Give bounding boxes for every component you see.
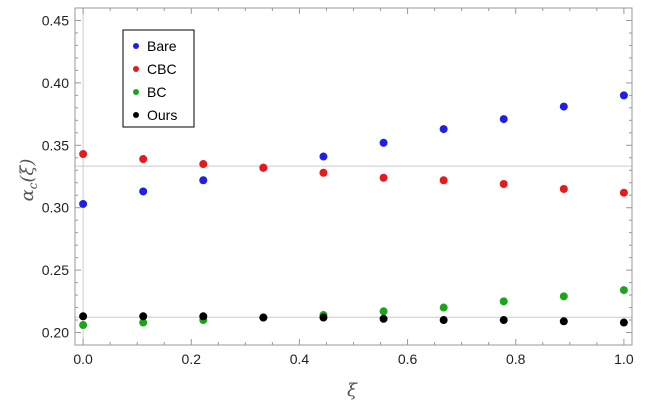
- y-axis-label-subscript: c: [26, 182, 40, 189]
- x-tick-label: 0.0: [73, 351, 93, 367]
- data-point-ours: [619, 318, 628, 327]
- data-point-bare: [319, 152, 328, 161]
- y-tick-label: 0.30: [42, 200, 69, 216]
- data-point-cbc: [559, 184, 568, 193]
- data-point-cbc: [319, 168, 328, 177]
- data-point-ours: [319, 313, 328, 322]
- legend: Bare CBC BC Ours: [122, 29, 195, 128]
- y-tick-label: 0.45: [42, 12, 69, 28]
- legend-marker-bc: [133, 89, 139, 95]
- data-point-bc: [439, 303, 448, 312]
- data-point-ours: [439, 316, 448, 325]
- data-point-bare: [199, 176, 208, 185]
- x-tick-label: 1.0: [614, 351, 634, 367]
- x-tick-label: 0.8: [506, 351, 526, 367]
- data-point-bc: [139, 318, 148, 327]
- y-axis-label-tail: (ξ): [17, 159, 38, 183]
- data-point-cbc: [439, 176, 448, 185]
- data-point-cbc: [259, 163, 268, 172]
- legend-label-ours: Ours: [147, 107, 177, 123]
- data-point-ours: [259, 313, 268, 322]
- data-point-cbc: [499, 179, 508, 188]
- legend-marker-cbc: [133, 66, 139, 72]
- y-axis-label-main: α: [17, 189, 38, 201]
- reference-lines: [75, 8, 632, 345]
- data-point-bare: [139, 187, 148, 196]
- series-bare: [79, 91, 628, 208]
- y-tick-label: 0.25: [42, 262, 69, 278]
- data-point-ours: [499, 316, 508, 325]
- data-point-bare: [379, 138, 388, 147]
- x-axis-label: ξ: [347, 380, 358, 401]
- data-point-bc: [379, 307, 388, 316]
- y-tick-label: 0.20: [42, 325, 69, 341]
- data-point-ours: [199, 312, 208, 321]
- legend-label-cbc: CBC: [147, 61, 177, 77]
- legend-marker-ours: [133, 112, 139, 118]
- y-axis-label: αc(ξ): [17, 159, 40, 202]
- y-tick-label: 0.35: [42, 137, 69, 153]
- series-ours: [79, 312, 628, 327]
- x-tick-label: 0.2: [182, 351, 202, 367]
- data-point-cbc: [619, 188, 628, 197]
- x-tick-label: 0.6: [398, 351, 418, 367]
- data-point-ours: [139, 312, 148, 321]
- data-point-bare: [79, 199, 88, 208]
- data-points: [79, 91, 628, 330]
- data-point-ours: [559, 317, 568, 326]
- data-point-cbc: [139, 155, 148, 164]
- data-point-bare: [439, 125, 448, 134]
- data-point-cbc: [199, 160, 208, 169]
- axis-ticks: 0.0 0.2 0.4 0.6 0.8 1.0 0.20 0.25 0.30 0.35 0.40 0.…: [42, 7, 634, 367]
- data-point-bc: [619, 286, 628, 295]
- legend-label-bare: Bare: [147, 38, 177, 54]
- data-point-bc: [79, 321, 88, 330]
- data-point-bc: [559, 292, 568, 301]
- data-point-bare: [619, 91, 628, 100]
- y-tick-label: 0.40: [42, 75, 69, 91]
- data-point-bare: [559, 102, 568, 111]
- data-point-cbc: [79, 150, 88, 159]
- data-point-ours: [79, 312, 88, 321]
- legend-marker-bare: [133, 43, 139, 49]
- series-cbc: [79, 150, 628, 197]
- data-point-ours: [379, 314, 388, 323]
- data-point-bare: [499, 115, 508, 124]
- data-point-cbc: [379, 173, 388, 182]
- x-tick-label: 0.4: [290, 351, 310, 367]
- series-bc: [79, 286, 628, 330]
- legend-label-bc: BC: [147, 84, 166, 100]
- data-point-bc: [499, 297, 508, 306]
